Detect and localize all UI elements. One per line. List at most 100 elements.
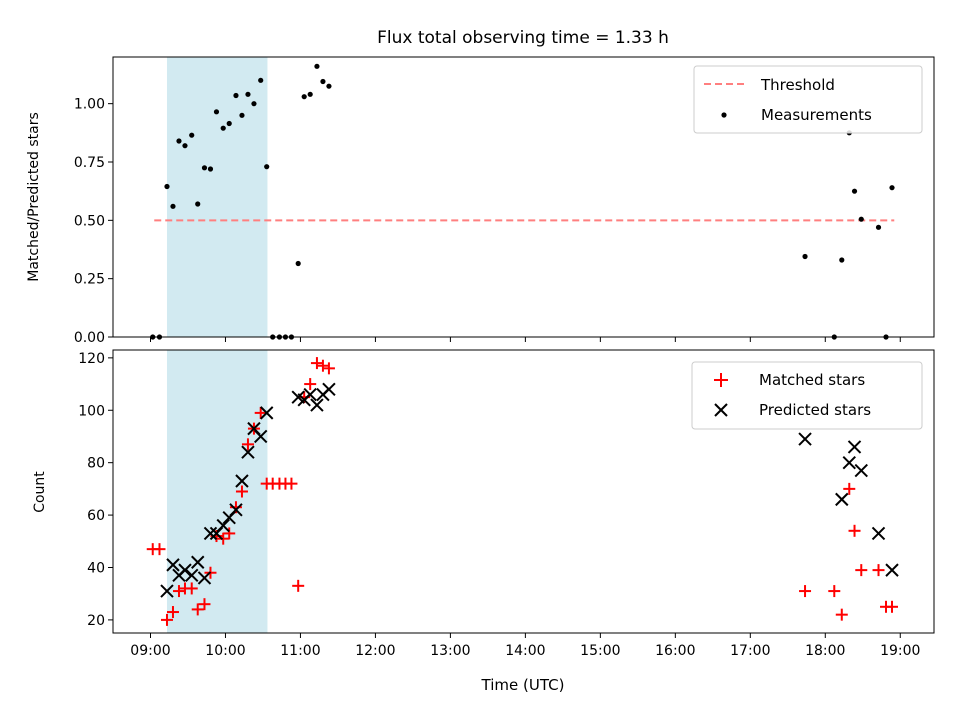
y-tick-label: 0.00 (74, 330, 105, 346)
measurement-point (851, 188, 858, 194)
y-tick-label: 0.50 (74, 213, 105, 229)
matched-star-point (304, 378, 317, 391)
matched-star-point (828, 585, 841, 598)
predicted-star-point (847, 440, 862, 454)
top-y-axis-label: Matched/Predicted stars (26, 112, 42, 282)
bottom-plot-area (112, 349, 935, 634)
measurement-point (226, 120, 232, 127)
predicted-star-point (835, 492, 849, 507)
measurement-point (301, 94, 307, 100)
matched-star-point (848, 524, 861, 537)
matched-star-point (843, 482, 856, 495)
bottom-legend: Matched stars Predicted stars (691, 361, 923, 430)
measurement-point (307, 91, 313, 97)
predicted-star-point (310, 398, 324, 412)
measurement-point (213, 109, 220, 115)
predicted-star-point (191, 555, 205, 569)
matched-star-point (172, 585, 185, 598)
matched-star-point (835, 608, 848, 621)
legend-matched-label: Matched stars (759, 371, 865, 389)
predicted-star-point (854, 463, 868, 478)
x-tick-label: 09:00 (130, 643, 170, 659)
matched-star-point (872, 564, 885, 577)
measurement-points (150, 63, 895, 340)
bottom-y-axis-ticks: 20 40 60 80 100 120 (78, 351, 113, 629)
x-tick-label: 14:00 (505, 643, 545, 659)
matched-star-point (310, 357, 323, 370)
measurement-point (182, 143, 188, 149)
x-tick-label: 18:00 (805, 643, 845, 659)
measurement-point (875, 224, 882, 230)
measurement-point (170, 203, 176, 209)
predicted-star-point (322, 382, 336, 397)
top-legend: Threshold Measurements (693, 65, 923, 134)
measurement-point (258, 77, 264, 83)
predicted-star-point (259, 406, 274, 420)
bottom-highlight-span (166, 350, 268, 633)
matched-star-point (235, 485, 248, 498)
y-tick-label: 0.25 (74, 272, 105, 288)
measurement-point (239, 112, 245, 118)
top-x-axis-ticks (149, 337, 901, 342)
predicted-star-point (885, 563, 899, 577)
predicted-star-point (166, 558, 180, 572)
y-tick-label: 80 (87, 456, 105, 472)
matched-star-point (316, 359, 329, 372)
legend-predicted-swatch (714, 403, 728, 417)
predicted-star-point (241, 445, 255, 459)
legend-measurements-swatch (721, 112, 727, 118)
matched-star-point (160, 613, 173, 626)
matched-star-point (217, 532, 230, 545)
measurement-point (320, 78, 326, 85)
y-tick-label: 120 (78, 351, 105, 367)
matched-star-point (223, 527, 236, 540)
predicted-star-point (185, 568, 199, 583)
matched-star-point (241, 438, 254, 451)
measurement-point (326, 83, 332, 89)
matched-star-point (153, 543, 166, 556)
predicted-star-point (203, 526, 218, 541)
x-tick-label: 11:00 (280, 643, 320, 659)
predicted-star-point (235, 474, 249, 488)
y-tick-label: 1.00 (74, 97, 105, 113)
top-y-axis-ticks: 0.00 0.25 0.50 0.75 1.00 (74, 97, 113, 346)
measurement-point (164, 183, 170, 190)
x-tick-label: 10:00 (205, 643, 245, 659)
measurement-point (195, 201, 201, 207)
legend-measurements-label: Measurements (761, 106, 872, 124)
predicted-star-point (178, 563, 192, 577)
measurement-point (201, 165, 208, 171)
y-tick-label: 20 (87, 613, 105, 629)
bottom-panel: 20 40 60 80 100 120 09:00 10:00 11:00 12:00 13:00… (32, 349, 935, 694)
matched-star-point (285, 477, 298, 490)
matched-star-point (292, 579, 305, 592)
matched-star-point (855, 564, 868, 577)
y-tick-label: 100 (78, 403, 105, 419)
matched-star-point (254, 406, 267, 419)
top-panel: 0.00 0.25 0.50 0.75 1.00 Matched/Predicted s… (26, 56, 935, 346)
legend-predicted-label: Predicted stars (759, 401, 871, 419)
measurement-point (251, 101, 257, 107)
predicted-star-point (842, 455, 856, 470)
legend-threshold-label: Threshold (760, 76, 835, 94)
y-tick-label: 40 (87, 560, 105, 576)
x-tick-label: 16:00 (655, 643, 695, 659)
measurement-point (245, 91, 251, 97)
x-tick-label: 13:00 (430, 643, 470, 659)
predicted-star-point (229, 503, 243, 517)
predicted-star-point (216, 518, 230, 533)
measurement-point (207, 166, 214, 172)
measurement-point (189, 132, 195, 138)
predicted-star-point (871, 526, 886, 541)
predicted-star-point (160, 584, 174, 598)
bottom-y-axis-label: Count (32, 471, 48, 513)
y-tick-label: 60 (87, 508, 105, 524)
matched-star-point (799, 585, 812, 598)
chart-title: Flux total observing time = 1.33 h (377, 28, 669, 48)
matched-star-point (322, 362, 335, 375)
x-tick-label: 12:00 (355, 643, 395, 659)
matched-star-point (166, 606, 179, 619)
measurement-point (802, 253, 808, 260)
measurement-point (295, 260, 301, 267)
